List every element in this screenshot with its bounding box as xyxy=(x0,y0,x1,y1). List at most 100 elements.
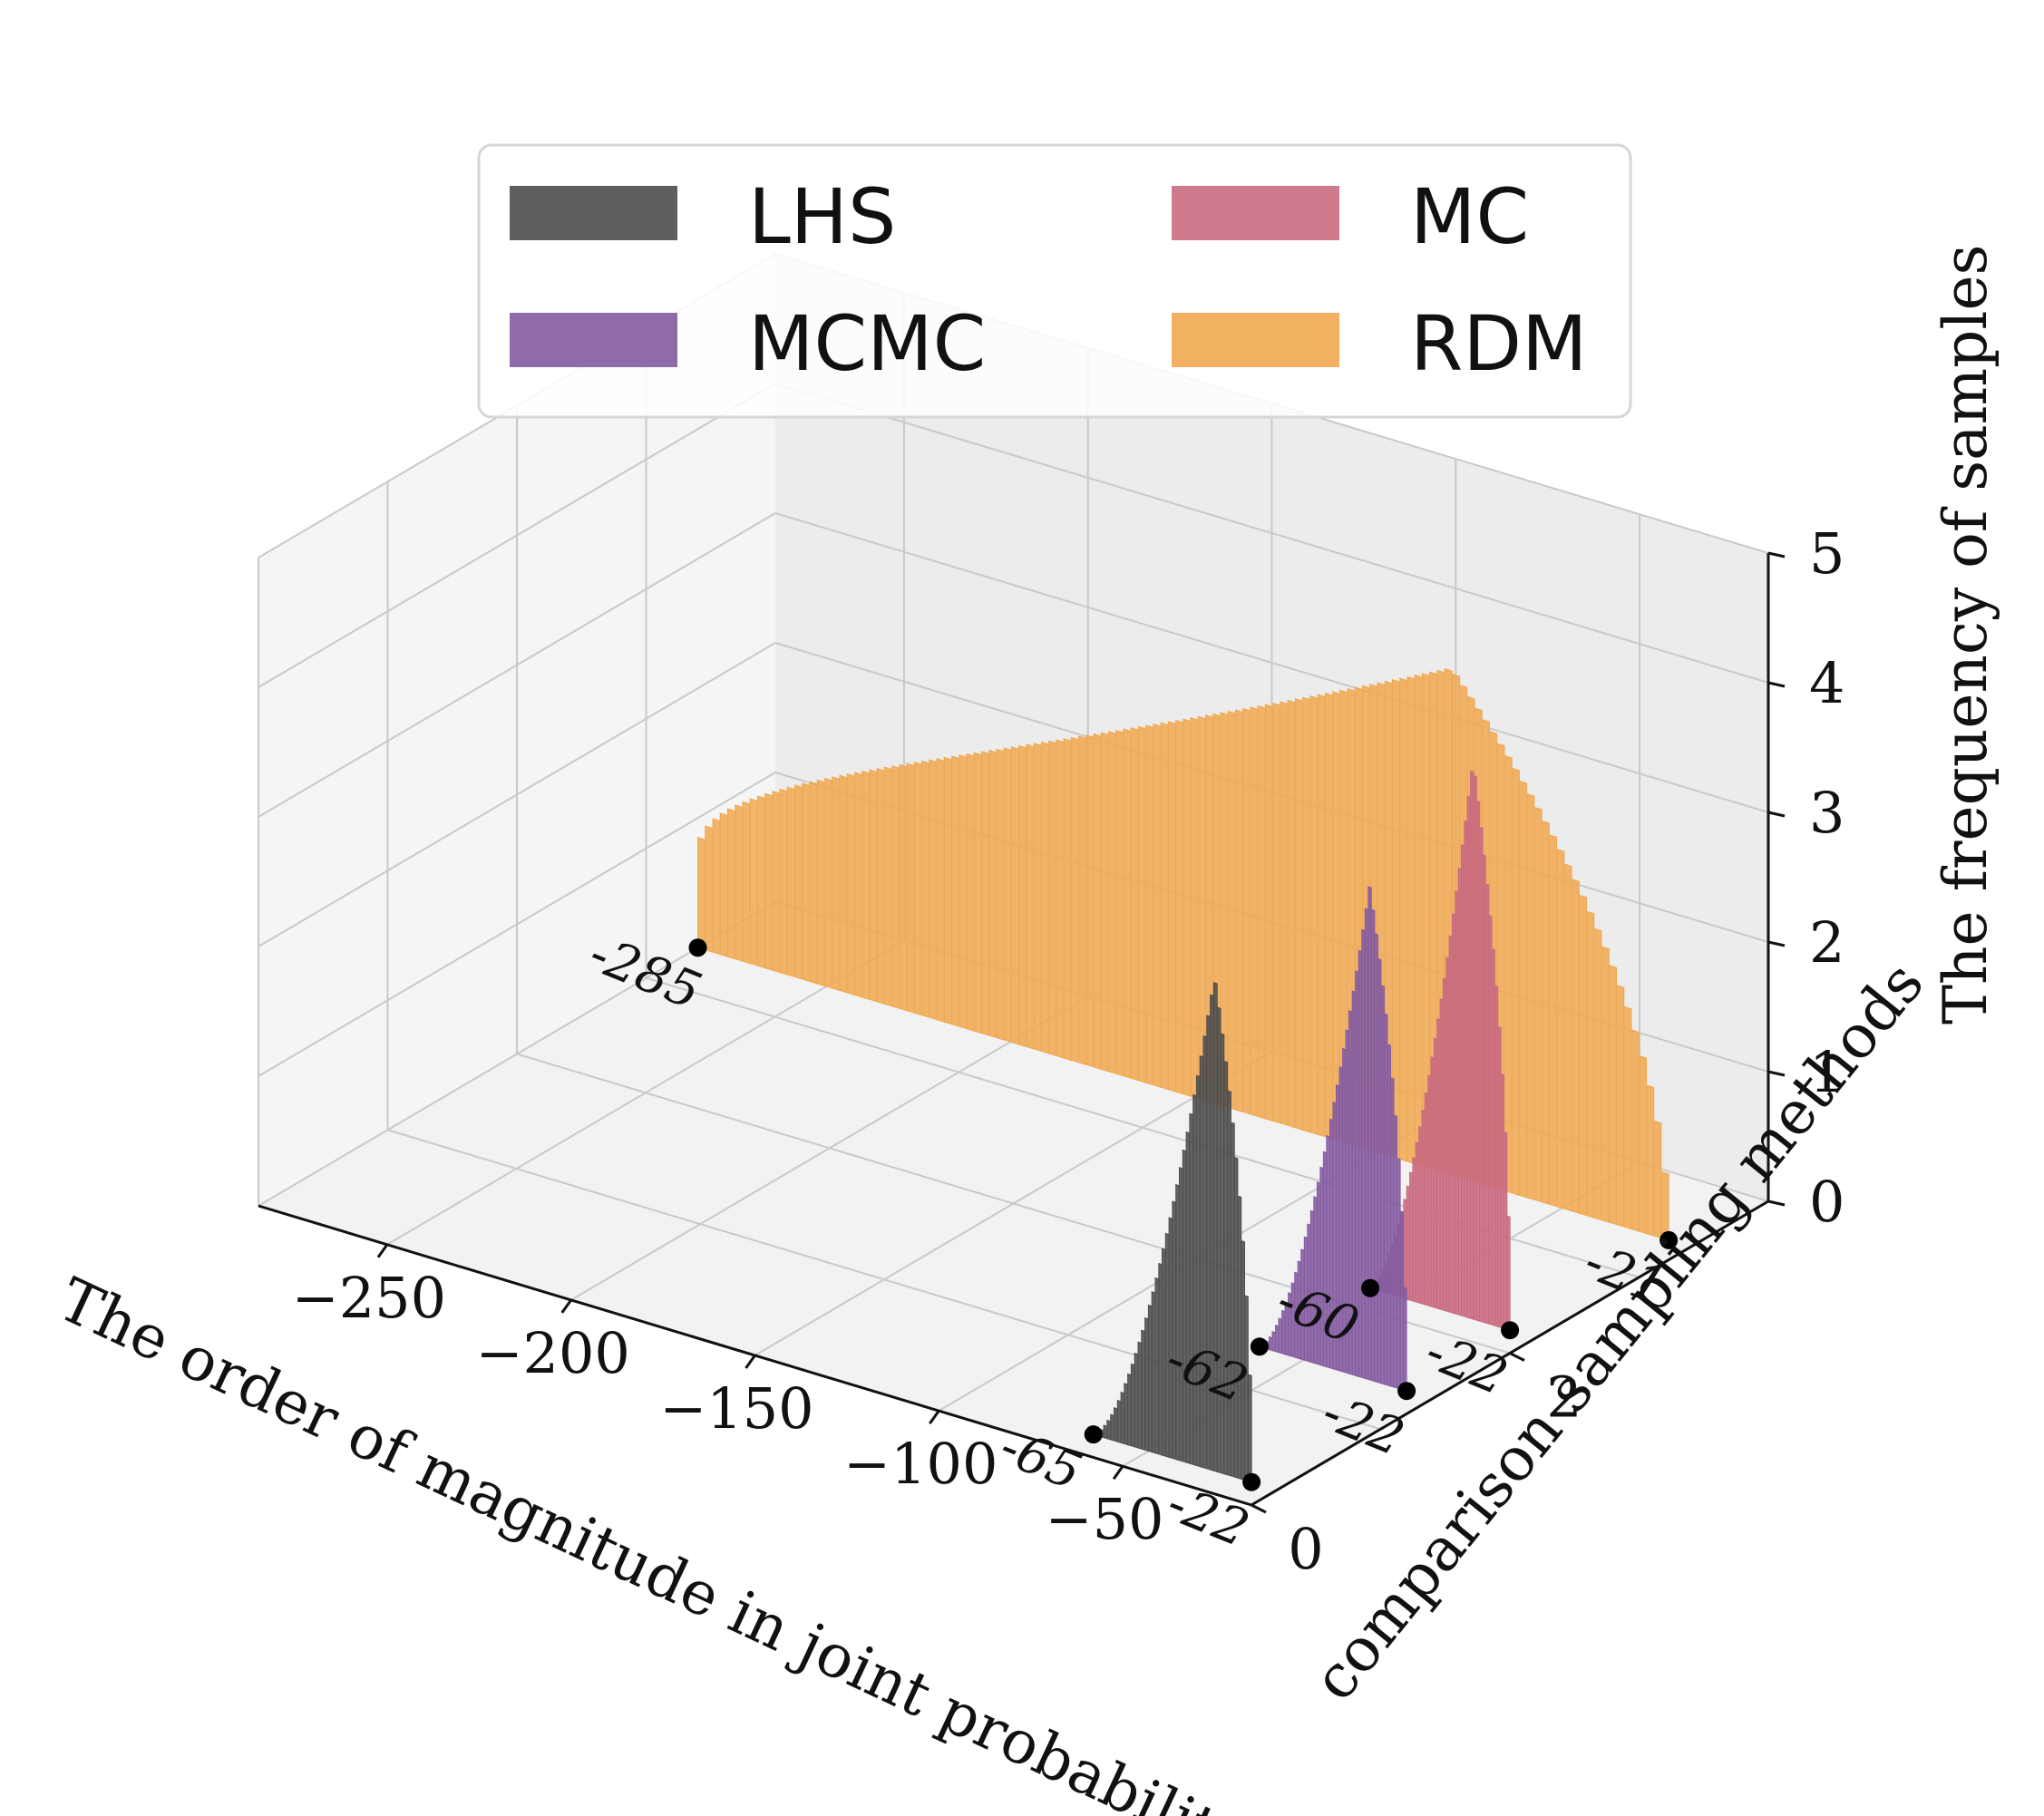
y-tick-label: 2 xyxy=(1546,1364,1582,1431)
series-mc xyxy=(1369,770,1511,1331)
series-mcmc xyxy=(1259,886,1407,1392)
histogram-bar xyxy=(1601,946,1610,1223)
histogram-bar xyxy=(779,788,788,976)
histogram-bar xyxy=(1332,691,1341,1142)
histogram-bar xyxy=(772,791,781,974)
y-tick-mark xyxy=(1509,1352,1525,1362)
histogram-bar xyxy=(1230,1122,1235,1478)
histogram-bar xyxy=(988,749,998,1039)
histogram-bar xyxy=(1616,985,1625,1228)
histogram-bar xyxy=(1399,677,1408,1162)
histogram-bar xyxy=(1106,1419,1112,1441)
histogram-bar xyxy=(1185,1131,1191,1464)
histogram-bar xyxy=(1108,731,1117,1074)
histogram-bar xyxy=(1235,709,1244,1113)
histogram-bar xyxy=(1646,1084,1655,1237)
histogram-bar xyxy=(1397,1157,1401,1390)
histogram-bar xyxy=(1182,1149,1187,1463)
histogram-bar xyxy=(1503,1131,1508,1330)
histogram-bar xyxy=(1134,1352,1139,1449)
histogram-bar xyxy=(1164,1232,1170,1458)
histogram-bar xyxy=(1593,927,1602,1221)
grid-z-back xyxy=(774,512,1769,813)
histogram-bar xyxy=(1233,1156,1239,1479)
histogram-bar xyxy=(719,812,728,957)
histogram-bar xyxy=(1380,985,1385,1385)
histogram-bar xyxy=(742,801,751,965)
histogram-bar xyxy=(1110,1413,1114,1442)
histogram-bar xyxy=(802,782,811,983)
legend-label-mcmc: MCMC xyxy=(748,299,986,388)
histogram-bar xyxy=(1541,820,1550,1205)
histogram-bar xyxy=(1172,1200,1177,1461)
histogram-bar xyxy=(697,837,706,951)
histogram-bar xyxy=(1461,844,1465,1317)
histogram-bar xyxy=(1390,1077,1395,1388)
legend-swatch-rdm xyxy=(1172,313,1339,367)
histogram-bar xyxy=(1120,1391,1125,1445)
histogram-bar xyxy=(1137,1341,1143,1450)
histogram-bar xyxy=(1466,795,1472,1319)
histogram-bar xyxy=(1216,1006,1222,1474)
legend-label-lhs: LHS xyxy=(748,172,896,261)
axes xyxy=(258,551,1786,1514)
histogram-bar xyxy=(1287,699,1296,1129)
x-tick-label: −250 xyxy=(292,1265,446,1331)
histogram-bar xyxy=(1093,733,1102,1070)
x-tick-mark xyxy=(560,1299,572,1314)
histogram-bar xyxy=(951,755,960,1027)
histogram-bar xyxy=(1511,767,1520,1196)
histogram-bar xyxy=(1364,908,1369,1381)
z-tick-mark xyxy=(1767,940,1786,947)
histogram-bar xyxy=(1623,1005,1632,1230)
histogram-bar xyxy=(1063,738,1072,1062)
histogram-bar xyxy=(712,818,721,956)
histogram-bar xyxy=(861,770,871,1000)
z-tick-label: 1 xyxy=(1809,1039,1844,1105)
histogram-bar xyxy=(1033,743,1042,1053)
histogram-bar xyxy=(1151,1291,1156,1454)
histogram-bar xyxy=(1078,735,1087,1065)
histogram-bar xyxy=(943,756,952,1025)
z-tick-label: 3 xyxy=(1809,780,1844,846)
legend: LHS MC MCMC RDM xyxy=(477,143,1632,419)
histogram-bar xyxy=(1442,977,1447,1312)
histogram-bar xyxy=(1399,1210,1405,1391)
histogram-bar xyxy=(1556,849,1565,1209)
histogram-bar xyxy=(1387,1044,1391,1387)
histogram-bar xyxy=(1130,727,1139,1082)
grid-z-left xyxy=(258,642,776,947)
series-lhs xyxy=(1093,982,1252,1483)
histogram-bar xyxy=(1526,793,1535,1200)
histogram-bar xyxy=(1018,744,1027,1048)
legend-box xyxy=(477,143,1632,419)
histogram-bar xyxy=(1141,1329,1146,1451)
histogram-bar xyxy=(1653,1120,1662,1239)
histogram-bar xyxy=(1103,1424,1108,1440)
histogram-bar xyxy=(1085,734,1095,1068)
grid-z-left xyxy=(258,901,776,1207)
histogram-bar xyxy=(1548,834,1558,1208)
histogram-bar xyxy=(1272,702,1281,1124)
histogram-bar xyxy=(1244,1295,1249,1482)
histogram-bar xyxy=(1488,914,1493,1326)
histogram-bar xyxy=(1302,696,1311,1133)
histogram-bar xyxy=(1100,732,1109,1073)
histogram-bar xyxy=(1115,729,1124,1077)
legend-label-rdm: RDM xyxy=(1410,299,1588,388)
histogram-bar xyxy=(1130,1363,1135,1448)
annotation-dot xyxy=(1250,1337,1269,1356)
x-tick-label: −100 xyxy=(843,1431,998,1497)
x-tick-label: −150 xyxy=(659,1375,813,1442)
tick-labels: −250 −200 −150 −100 −50 0 2 0 1 2 3 4 5 xyxy=(292,520,1845,1582)
z-tick-mark xyxy=(1767,811,1786,818)
histogram-bar xyxy=(1247,1374,1252,1483)
histogram-bar xyxy=(1412,1157,1416,1303)
histogram-bar xyxy=(1168,1217,1173,1460)
histogram-bar xyxy=(1533,806,1543,1203)
histogram-bar xyxy=(1154,1277,1160,1455)
z-tick-label: 4 xyxy=(1809,650,1844,716)
annotation-dot xyxy=(1084,1425,1103,1444)
histogram-bar xyxy=(1280,701,1289,1126)
